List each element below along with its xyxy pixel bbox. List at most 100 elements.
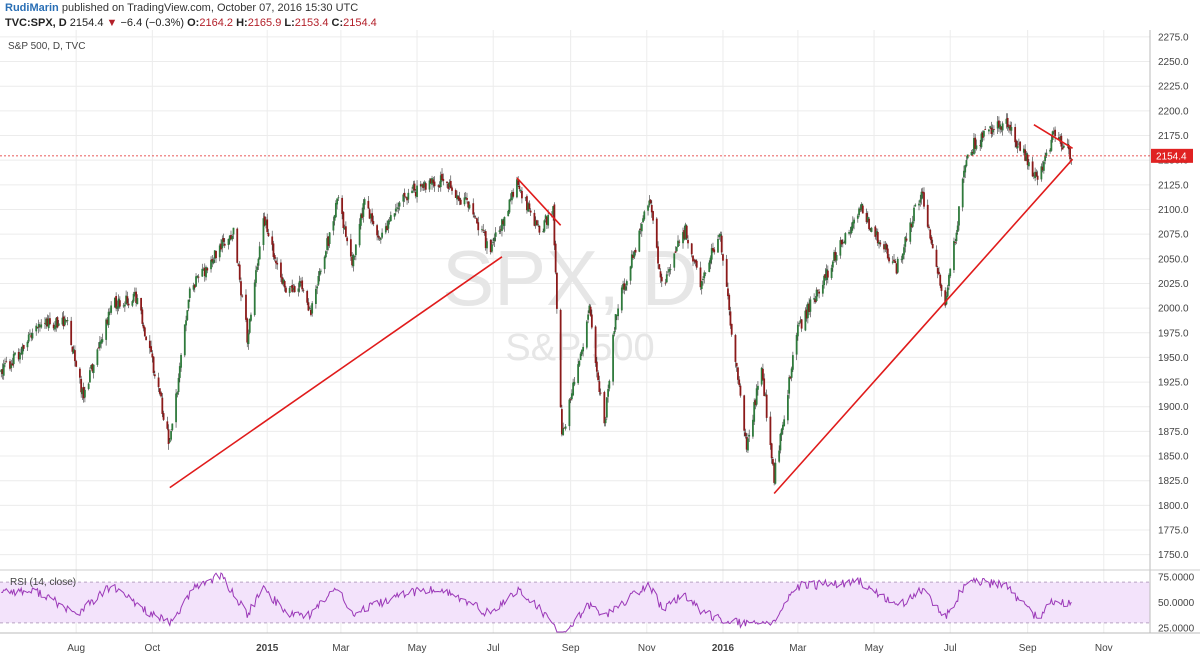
candle-down bbox=[211, 259, 214, 262]
candle-down bbox=[158, 388, 161, 394]
candle-down bbox=[893, 259, 895, 262]
candle-down bbox=[447, 183, 450, 189]
candle-down bbox=[1041, 166, 1044, 171]
candle-down bbox=[789, 376, 792, 379]
candle-up bbox=[98, 341, 101, 348]
candle-down bbox=[930, 236, 933, 244]
candle-down bbox=[266, 219, 269, 233]
candle-up bbox=[717, 238, 719, 253]
candle-up bbox=[381, 232, 383, 238]
candle-up bbox=[604, 419, 607, 424]
candle-up bbox=[700, 281, 703, 290]
candle-up bbox=[2, 364, 5, 376]
candle-up bbox=[629, 266, 632, 281]
candle-down bbox=[734, 335, 737, 362]
candle-up bbox=[999, 124, 1002, 130]
candle-down bbox=[474, 217, 477, 219]
publisher-username[interactable]: RudiMarin bbox=[5, 2, 59, 14]
candle-up bbox=[61, 317, 64, 325]
candle-up bbox=[369, 214, 372, 219]
candle-up bbox=[903, 247, 905, 255]
candle-up bbox=[379, 238, 382, 240]
candle-down bbox=[17, 352, 20, 360]
candle-down bbox=[160, 392, 162, 397]
candle-down bbox=[683, 230, 686, 239]
candle-down bbox=[745, 437, 748, 450]
candle-down bbox=[502, 220, 505, 225]
candle-up bbox=[108, 311, 111, 313]
rsi-title: RSI (14, close) bbox=[10, 577, 76, 588]
candle-down bbox=[458, 197, 461, 201]
candle-down bbox=[106, 319, 109, 324]
y-tick-label: 1875.0 bbox=[1158, 427, 1189, 438]
y-tick-label: 1900.0 bbox=[1158, 402, 1189, 413]
candle-up bbox=[308, 308, 311, 310]
candle-up bbox=[956, 225, 959, 232]
candle-down bbox=[659, 271, 662, 278]
candle-down bbox=[1009, 124, 1012, 131]
candle-up bbox=[572, 382, 575, 396]
candle-up bbox=[133, 291, 136, 295]
candle-up bbox=[527, 203, 530, 212]
candle-up bbox=[394, 208, 397, 212]
candle-up bbox=[31, 333, 34, 339]
candle-down bbox=[97, 347, 100, 349]
candle-up bbox=[1062, 145, 1065, 148]
candle-down bbox=[597, 372, 599, 381]
candle-down bbox=[280, 262, 282, 278]
candle-down bbox=[649, 199, 652, 204]
candle-down bbox=[559, 309, 562, 408]
candle-down bbox=[161, 397, 164, 414]
candle-down bbox=[1067, 144, 1070, 150]
symbol-label: TVC:SPX, D bbox=[5, 17, 67, 29]
candle-down bbox=[433, 181, 436, 187]
candle-up bbox=[87, 383, 90, 389]
candle-up bbox=[421, 185, 423, 187]
candle-down bbox=[868, 218, 870, 229]
candle-up bbox=[456, 195, 458, 200]
candle-down bbox=[923, 192, 925, 207]
candle-down bbox=[222, 238, 225, 242]
candle-up bbox=[570, 393, 573, 400]
candle-up bbox=[844, 233, 847, 244]
candle-up bbox=[26, 341, 29, 348]
candle-up bbox=[248, 318, 251, 333]
candle-down bbox=[826, 270, 829, 278]
candle-up bbox=[317, 275, 320, 285]
candle-down bbox=[153, 374, 156, 377]
candle-up bbox=[185, 320, 187, 326]
last-price-label: 2154.4 bbox=[1156, 151, 1187, 162]
candle-down bbox=[678, 241, 681, 243]
candle-down bbox=[526, 196, 528, 211]
candle-up bbox=[131, 301, 134, 306]
candle-up bbox=[640, 223, 643, 232]
candle-down bbox=[657, 246, 659, 264]
candle-up bbox=[132, 293, 135, 302]
candle-down bbox=[1019, 141, 1022, 151]
candle-up bbox=[481, 229, 483, 231]
candle-down bbox=[536, 220, 538, 226]
candle-up bbox=[704, 272, 707, 274]
candle-down bbox=[467, 201, 470, 208]
candle-down bbox=[351, 256, 354, 266]
candle-down bbox=[974, 137, 977, 149]
candle-down bbox=[879, 242, 882, 245]
x-tick-label: Nov bbox=[1095, 643, 1113, 654]
candle-up bbox=[875, 231, 878, 236]
candle-up bbox=[509, 198, 512, 200]
candle-down bbox=[590, 314, 593, 328]
candle-up bbox=[579, 353, 582, 361]
candle-up bbox=[491, 244, 493, 252]
candle-down bbox=[56, 317, 59, 328]
candle-down bbox=[692, 255, 694, 262]
candle-up bbox=[755, 388, 758, 405]
candle-down bbox=[377, 235, 380, 238]
candle-down bbox=[725, 259, 728, 287]
candle-down bbox=[30, 335, 33, 338]
candle-up bbox=[213, 250, 216, 259]
candle-down bbox=[197, 276, 200, 278]
candle-up bbox=[1027, 162, 1030, 167]
candle-down bbox=[921, 191, 924, 194]
candle-up bbox=[20, 352, 23, 354]
candle-down bbox=[477, 222, 480, 231]
